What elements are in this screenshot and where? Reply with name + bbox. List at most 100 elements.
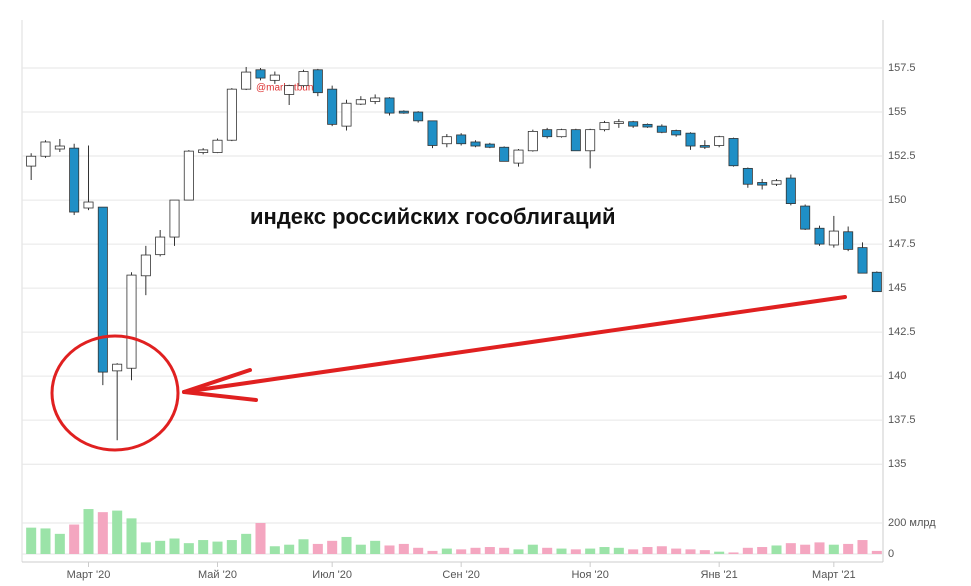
volume-bar — [570, 549, 581, 554]
volume-bar — [83, 509, 94, 554]
volume-bar — [341, 536, 352, 554]
candle-body — [656, 125, 667, 133]
volume-bar — [212, 541, 223, 554]
candle-body — [312, 69, 323, 94]
candle-body — [470, 141, 481, 147]
candle-body — [513, 149, 524, 164]
volume-bar — [183, 543, 194, 554]
candle-body — [269, 74, 280, 81]
volume-bar — [857, 540, 868, 554]
volume-bar — [413, 547, 424, 554]
volume-bar — [757, 547, 768, 554]
volume-bar — [255, 523, 266, 554]
arrow-head — [182, 390, 258, 402]
volume-bar — [714, 551, 725, 554]
candle-body — [828, 230, 839, 246]
y-tick-label: 147.5 — [888, 238, 916, 250]
x-tick-label: Ноя '20 — [571, 569, 608, 581]
candle-body — [384, 97, 395, 114]
volume-bar — [312, 543, 323, 554]
candle-body — [857, 247, 868, 274]
candle-body — [441, 136, 452, 145]
candle-body — [599, 122, 610, 131]
volume-bar — [613, 547, 624, 554]
volume-bar — [871, 550, 882, 554]
volume-bar — [800, 544, 811, 554]
candle-body — [585, 129, 596, 152]
volume-bar — [542, 547, 553, 554]
candle-body — [628, 121, 639, 127]
candle-body — [685, 132, 696, 147]
x-tick-label: Янв '21 — [701, 569, 738, 581]
volume-bar — [269, 546, 280, 554]
arrow-shaft — [182, 295, 847, 394]
volume-bar — [327, 540, 338, 554]
candle-body — [814, 227, 825, 245]
candle-body — [355, 99, 366, 105]
volume-bar — [69, 524, 80, 554]
x-tick-label: Сен '20 — [442, 569, 480, 581]
plot: 135 137.5 140 142.5 145 147.5 150 152.5 155 157.5… — [22, 62, 936, 581]
volume-bar — [384, 545, 395, 554]
y-tick-label: 157.5 — [888, 62, 916, 74]
volume-bar — [226, 540, 237, 554]
volume-bar — [441, 548, 452, 554]
volume-bar — [54, 533, 65, 554]
candle-body — [413, 111, 424, 122]
candle-body — [370, 97, 381, 102]
candle-body — [226, 88, 237, 141]
candle-body — [241, 71, 252, 90]
volume-bar — [742, 547, 753, 554]
candle-body — [843, 231, 854, 250]
volume-bar — [628, 549, 639, 554]
candle-body — [728, 138, 739, 167]
candle-body — [871, 271, 882, 293]
volume-bar — [785, 543, 796, 554]
volume-bar — [728, 552, 739, 554]
arrow — [182, 295, 847, 402]
candle-body — [742, 167, 753, 185]
volume-bar — [499, 547, 510, 554]
volume-bar — [585, 548, 596, 554]
x-tick-label: Март '21 — [812, 569, 856, 581]
volume-bar — [298, 539, 309, 554]
candle-body — [284, 85, 295, 95]
volume-bar — [814, 542, 825, 554]
highlight-circle — [50, 334, 180, 452]
y-tick-label: 155 — [888, 106, 906, 118]
volume-bar — [40, 528, 51, 554]
candle-body — [126, 274, 137, 369]
candle-body — [613, 121, 624, 124]
candle-body — [757, 182, 768, 186]
candle-body — [54, 145, 65, 150]
y-tick-label: 150 — [888, 194, 906, 206]
candle-body — [255, 69, 266, 79]
candle-body — [642, 123, 653, 128]
volume-bar — [355, 544, 366, 554]
x-tick-label: Март '20 — [67, 569, 111, 581]
volume-bar — [843, 543, 854, 554]
candle-body — [97, 206, 108, 373]
candle-body — [771, 180, 782, 185]
candle-body — [556, 129, 567, 138]
annotation: индекс российских гособлигаций — [250, 204, 616, 229]
volume-bar — [284, 544, 295, 554]
y-tick-label: 145 — [888, 282, 906, 294]
y-tick-label: 200 млрд — [888, 517, 936, 529]
candle-body — [699, 145, 710, 148]
y-tick-label: 152.5 — [888, 150, 916, 162]
volume-bar — [484, 547, 495, 554]
candle-body — [341, 102, 352, 127]
candle-body — [527, 131, 538, 152]
candle-body — [26, 155, 37, 167]
candle-body — [542, 129, 553, 138]
y-tick-label: 140 — [888, 370, 906, 382]
volume-bar — [556, 548, 567, 554]
volume-bar — [112, 510, 123, 554]
candle-body — [499, 146, 510, 162]
volume-bar — [456, 549, 467, 554]
arrow-head — [182, 368, 252, 394]
volume-bar — [642, 547, 653, 554]
